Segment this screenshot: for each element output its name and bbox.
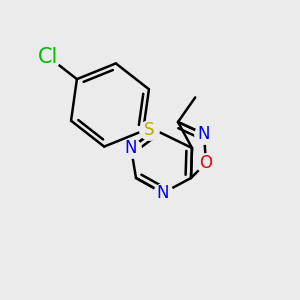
Text: S: S — [144, 122, 154, 140]
Text: N: N — [157, 184, 169, 202]
Text: N: N — [125, 139, 137, 157]
Text: N: N — [198, 125, 210, 143]
Text: Cl: Cl — [38, 47, 59, 67]
Text: O: O — [200, 154, 212, 172]
